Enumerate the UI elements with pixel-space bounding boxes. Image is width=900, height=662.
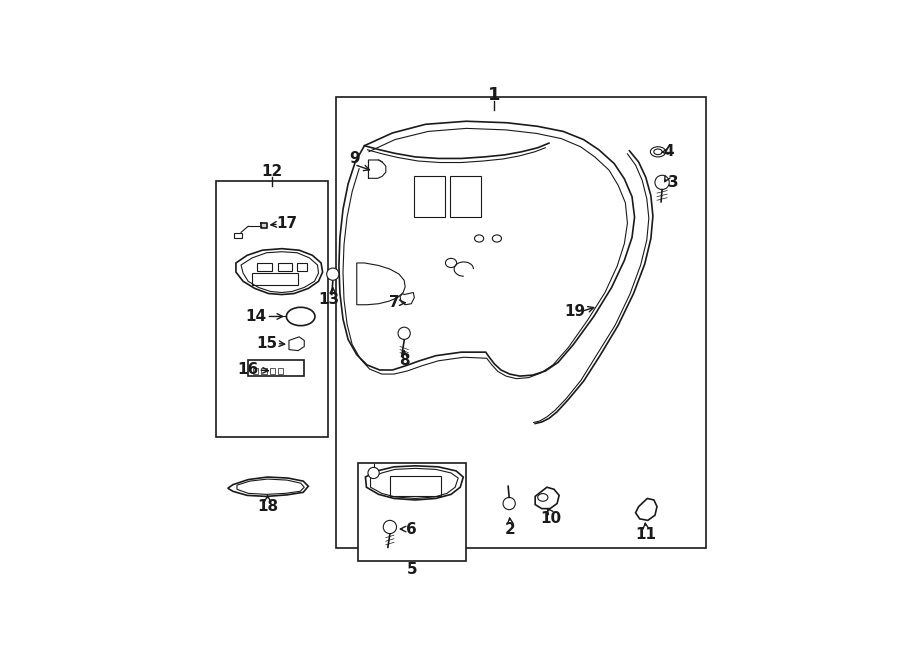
Text: 1: 1 (488, 86, 500, 104)
Text: 19: 19 (563, 304, 585, 319)
Circle shape (383, 520, 397, 534)
Circle shape (398, 327, 410, 340)
Polygon shape (368, 160, 386, 178)
Circle shape (655, 175, 670, 189)
Text: 8: 8 (399, 354, 410, 368)
Polygon shape (365, 466, 464, 500)
Bar (216, 181, 328, 438)
Bar (414, 176, 445, 217)
Polygon shape (236, 249, 322, 295)
Bar (390, 476, 441, 496)
Text: 14: 14 (246, 309, 267, 324)
Ellipse shape (651, 147, 666, 157)
Bar (248, 360, 304, 376)
Bar (297, 263, 307, 271)
Text: 17: 17 (276, 216, 298, 230)
Text: 5: 5 (407, 562, 418, 577)
Polygon shape (261, 223, 266, 228)
Circle shape (368, 467, 379, 479)
Polygon shape (228, 477, 309, 496)
Bar (270, 368, 274, 374)
Polygon shape (635, 498, 657, 520)
Polygon shape (536, 487, 559, 508)
Bar (450, 176, 481, 217)
Circle shape (503, 497, 516, 510)
Bar (252, 273, 298, 285)
Bar (278, 368, 283, 374)
Text: 2: 2 (505, 522, 516, 536)
Bar (234, 234, 241, 238)
Circle shape (327, 268, 339, 280)
Text: 10: 10 (540, 511, 561, 526)
Text: 11: 11 (635, 527, 656, 542)
Polygon shape (356, 263, 405, 305)
Text: 6: 6 (406, 522, 417, 536)
Bar (358, 463, 466, 561)
Polygon shape (400, 293, 414, 305)
Text: 3: 3 (668, 175, 679, 190)
Text: 12: 12 (261, 164, 283, 179)
Bar (253, 368, 258, 374)
Text: 4: 4 (663, 144, 673, 160)
Text: 7: 7 (389, 295, 400, 310)
Bar (257, 263, 272, 271)
Text: 9: 9 (349, 151, 359, 166)
Bar (337, 97, 706, 548)
Bar (261, 368, 266, 374)
Text: 16: 16 (238, 363, 259, 377)
Polygon shape (289, 337, 304, 351)
Bar (278, 263, 292, 271)
Text: 15: 15 (256, 336, 277, 351)
Ellipse shape (286, 307, 315, 326)
Polygon shape (339, 121, 634, 376)
Text: 18: 18 (257, 499, 278, 514)
Text: 13: 13 (319, 292, 339, 307)
